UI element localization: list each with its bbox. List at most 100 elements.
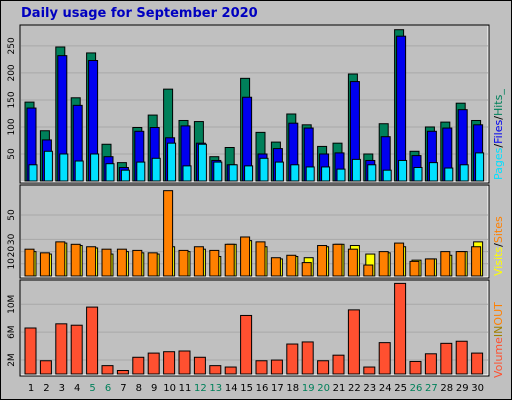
- volume-bar: [286, 343, 299, 375]
- visits-tick-label: 10: [7, 258, 17, 270]
- sites-bar: [255, 241, 266, 277]
- pages-bar: [74, 160, 84, 182]
- sites-bar: [424, 258, 435, 277]
- hits-tick-label: 50: [7, 148, 17, 160]
- sites-bar: [70, 243, 81, 277]
- volume-bar: [55, 323, 68, 375]
- volume-tick-label: 6M: [7, 325, 17, 339]
- day-label: 21: [333, 383, 346, 394]
- sites-bar: [86, 246, 97, 277]
- day-label: 20: [317, 383, 330, 394]
- volume-bar: [224, 366, 237, 375]
- pages-bar: [182, 165, 192, 182]
- sites-bar: [101, 248, 112, 277]
- day-label: 24: [379, 383, 392, 394]
- volume-bar: [193, 356, 206, 375]
- hits-tick-label: 150: [7, 91, 17, 108]
- day-label: 2: [43, 383, 49, 394]
- hits-legend-part: /: [492, 144, 505, 148]
- sites-bar: [270, 257, 281, 277]
- pages-bar: [351, 158, 361, 182]
- day-label: 9: [151, 383, 157, 394]
- day-label: 7: [120, 383, 126, 394]
- pages-bar: [321, 166, 331, 182]
- pages-bar: [244, 165, 254, 182]
- pages-bar: [167, 142, 177, 182]
- pages-bar: [120, 169, 130, 182]
- volume-bar: [347, 309, 360, 375]
- day-label: 10: [163, 383, 176, 394]
- pages-bar: [228, 164, 238, 182]
- sites-bar: [471, 246, 482, 277]
- sites-bar: [378, 251, 389, 277]
- volume-bar: [409, 360, 422, 375]
- sites-bar: [116, 248, 127, 277]
- pages-bar: [444, 167, 454, 182]
- day-label: 11: [179, 383, 192, 394]
- volume-bar: [178, 350, 191, 375]
- hits-tick-label: 200: [7, 64, 17, 81]
- volume-tick-label: 10M: [7, 295, 17, 314]
- day-label: 5: [89, 383, 95, 394]
- pages-bar: [105, 163, 115, 182]
- sites-bar: [224, 243, 235, 277]
- day-label: 25: [394, 383, 407, 394]
- day-label: 14: [225, 383, 238, 394]
- volume-bar: [363, 366, 376, 375]
- day-label: 3: [59, 383, 65, 394]
- volume-bar: [394, 282, 407, 375]
- pages-bar: [90, 153, 100, 182]
- visits-tick-label: 50: [7, 209, 17, 221]
- visits-legend-part: Sites: [492, 216, 505, 243]
- volume-bar: [116, 370, 129, 375]
- sites-bar: [363, 264, 374, 277]
- volume-bar: [24, 327, 37, 375]
- visits-legend-part: Visits: [492, 247, 505, 276]
- volume-tick-label: 2M: [7, 353, 17, 367]
- pages-bar: [413, 166, 423, 182]
- day-label: 29: [456, 383, 469, 394]
- volume-bar: [332, 354, 345, 375]
- pages-bar: [290, 164, 300, 182]
- volume-bar: [70, 324, 83, 375]
- day-label: 8: [136, 383, 142, 394]
- pages-bar: [43, 150, 53, 182]
- pages-bar: [367, 164, 377, 182]
- volume-bar: [132, 356, 145, 375]
- pages-bar: [428, 162, 438, 182]
- sites-bar: [347, 248, 358, 277]
- volume-bar: [240, 314, 253, 375]
- day-label: 18: [286, 383, 299, 394]
- sites-bar: [163, 190, 174, 277]
- volume-bar: [101, 365, 114, 375]
- sites-bar: [286, 254, 297, 277]
- pages-bar: [475, 152, 485, 182]
- sites-bar: [55, 241, 66, 277]
- volume-legend: VolumeINOUT: [492, 302, 505, 378]
- sites-bar: [39, 252, 50, 277]
- day-label: 19: [302, 383, 315, 394]
- volume-bar: [424, 353, 437, 375]
- day-label: 13: [209, 383, 222, 394]
- pages-bar: [197, 143, 207, 182]
- volume-bar: [317, 360, 330, 375]
- volume-bar: [147, 352, 160, 375]
- sites-bar: [301, 262, 312, 277]
- pages-bar: [259, 157, 269, 182]
- sites-bar: [394, 242, 405, 277]
- day-label: 17: [271, 383, 284, 394]
- pages-bar: [382, 169, 392, 182]
- pages-bar: [336, 168, 346, 182]
- pages-bar: [136, 161, 146, 182]
- volume-bar: [471, 352, 484, 375]
- chart-title: Daily usage for September 2020: [21, 6, 258, 21]
- day-label: 4: [74, 383, 80, 394]
- pages-bar: [459, 164, 469, 182]
- sites-bar: [455, 251, 466, 277]
- pages-bar: [28, 164, 38, 182]
- sites-bar: [178, 249, 189, 277]
- hits-tick-label: 100: [7, 118, 17, 135]
- hits-legend: Pages/Files/Hits_: [492, 89, 505, 180]
- visits-tick-label: 20: [7, 246, 17, 258]
